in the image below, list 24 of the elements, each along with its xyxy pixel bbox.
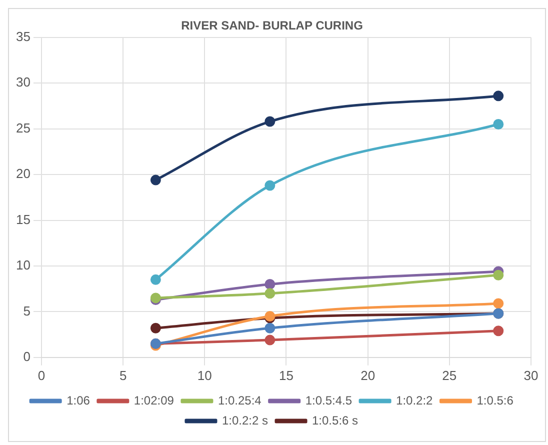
- legend-label: 1:02:09: [134, 393, 174, 408]
- legend-label: 1:0.2:2 s: [222, 413, 268, 428]
- chart-title: RIVER SAND- BURLAP CURING: [181, 18, 363, 33]
- legend-label: 1:0.5:6: [476, 393, 514, 408]
- y-tick-label: 35: [16, 28, 30, 44]
- x-tick-label: 30: [524, 368, 538, 383]
- y-tick-label: 25: [16, 120, 30, 136]
- x-tick-label: 10: [197, 368, 212, 383]
- y-tick-label: 30: [16, 74, 30, 90]
- x-tick-label: 5: [119, 368, 127, 383]
- x-tick-label: 0: [38, 368, 46, 383]
- legend-label: 1:06: [66, 393, 90, 408]
- x-tick-label: 20: [360, 368, 376, 383]
- x-tick-label: 25: [442, 368, 457, 383]
- x-tick-label: 15: [278, 368, 294, 383]
- y-tick-label: 0: [23, 348, 30, 364]
- y-tick-label: 20: [16, 166, 30, 182]
- y-tick-label: 10: [16, 258, 30, 273]
- legend-label: 1:0.5:6 s: [312, 413, 358, 428]
- legend-label: 1:0.25:4: [218, 393, 262, 408]
- y-tick-label: 5: [23, 303, 30, 318]
- legend-label: 1:0.5:4.5: [305, 393, 352, 408]
- y-tick-label: 15: [16, 212, 30, 227]
- legend-label: 1:0.2:2: [396, 393, 434, 408]
